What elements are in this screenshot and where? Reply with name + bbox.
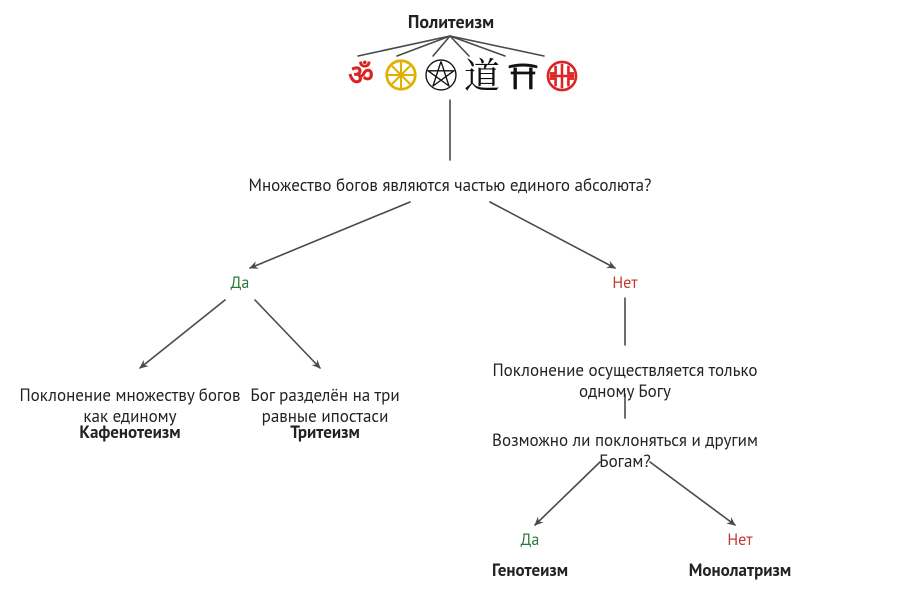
diagram-canvas: Политеизм ॐ道 Множество богов являются ча… xyxy=(0,0,902,613)
religion-symbols-row: ॐ道 xyxy=(344,56,578,92)
seal-icon xyxy=(546,60,578,92)
dharma-icon xyxy=(384,58,418,92)
root-title: Политеизм xyxy=(0,11,902,34)
henotheism-term: Генотеизм xyxy=(450,560,610,581)
answer-no-1: Нет xyxy=(585,273,665,293)
pentagram-icon xyxy=(424,58,458,92)
answer-yes-1: Да xyxy=(200,273,280,293)
tao-icon: 道 xyxy=(464,56,500,92)
torii-icon xyxy=(506,58,540,92)
worship-one-god-info: Поклонение осуществляется только одному … xyxy=(475,360,775,403)
monolatrism-term: Монолатризм xyxy=(660,560,820,581)
om-icon: ॐ xyxy=(344,58,378,92)
answer-no-2: Нет xyxy=(700,530,780,550)
svg-text:ॐ: ॐ xyxy=(348,58,373,92)
answer-yes-2: Да xyxy=(490,530,570,550)
question-other-gods: Возможно ли поклоняться и другим Богам? xyxy=(485,430,765,473)
question-absolute: Множество богов являются частью единого … xyxy=(170,175,730,196)
tritheism-term: Тритеизм xyxy=(225,422,425,443)
kathenotheism-term: Кафенотеизм xyxy=(15,422,245,443)
